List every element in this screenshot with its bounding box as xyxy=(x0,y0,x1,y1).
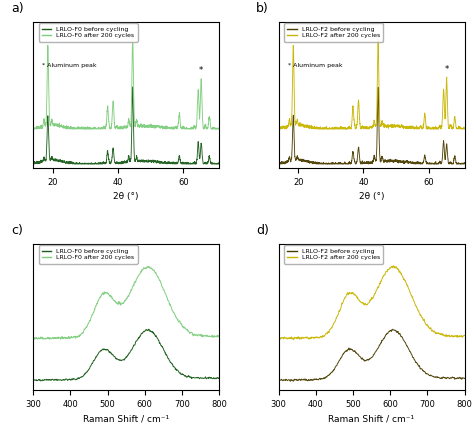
X-axis label: 2θ (°): 2θ (°) xyxy=(359,192,384,201)
X-axis label: Raman Shift / cm⁻¹: Raman Shift / cm⁻¹ xyxy=(83,414,169,423)
Legend: LRLO-F2 before cycling, LRLO-F2 after 200 cycles: LRLO-F2 before cycling, LRLO-F2 after 20… xyxy=(284,245,383,264)
Text: a): a) xyxy=(11,2,24,14)
Legend: LRLO-F0 before cycling, LRLO-F0 after 200 cycles: LRLO-F0 before cycling, LRLO-F0 after 20… xyxy=(39,23,137,42)
Text: *: * xyxy=(199,66,203,75)
Text: b): b) xyxy=(256,2,269,14)
Legend: LRLO-F0 before cycling, LRLO-F0 after 200 cycles: LRLO-F0 before cycling, LRLO-F0 after 20… xyxy=(39,245,137,264)
Legend: LRLO-F2 before cycling, LRLO-F2 after 200 cycles: LRLO-F2 before cycling, LRLO-F2 after 20… xyxy=(284,23,383,42)
X-axis label: Raman Shift / cm⁻¹: Raman Shift / cm⁻¹ xyxy=(328,414,415,423)
Text: * Aluminum peak: * Aluminum peak xyxy=(43,63,97,68)
Text: c): c) xyxy=(11,223,23,237)
Text: d): d) xyxy=(256,223,269,237)
Text: *: * xyxy=(445,65,449,74)
Text: * Aluminum peak: * Aluminum peak xyxy=(288,63,343,68)
X-axis label: 2θ (°): 2θ (°) xyxy=(113,192,139,201)
